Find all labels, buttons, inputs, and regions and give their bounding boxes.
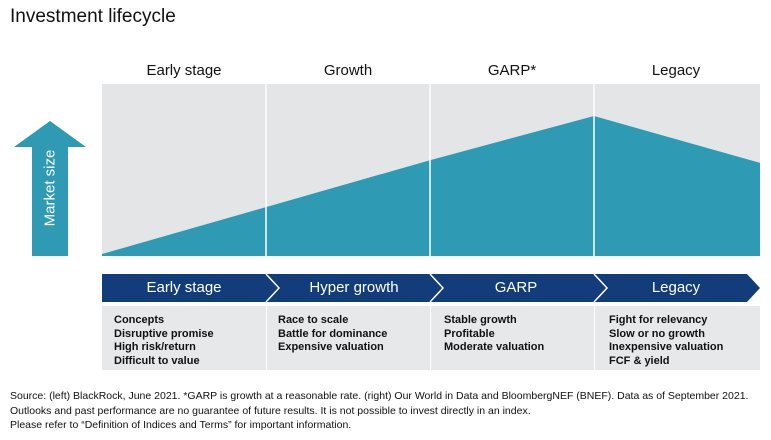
chevron-garp: [430, 274, 607, 302]
chevron-label-early: Early stage: [146, 279, 222, 296]
list-item: Stable growth: [444, 314, 517, 326]
stage-description-garp: Stable growth Profitable Moderate valuat…: [444, 314, 608, 355]
stage-header-early: Early stage: [146, 62, 222, 79]
chevron-hyper-growth: [266, 274, 443, 302]
chevron-legacy: [594, 274, 760, 302]
list-item: Moderate valuation: [444, 341, 545, 353]
list-item: Race to scale: [278, 314, 349, 326]
description-panel: [102, 306, 760, 370]
page-title: Investment lifecycle: [10, 6, 176, 27]
chevron-early: [102, 274, 279, 302]
list-item: Inexpensive valuation: [609, 341, 724, 353]
stage-header-garp: GARP*: [487, 62, 537, 79]
list-item: Profitable: [444, 327, 495, 340]
list-item: Difficult to value: [114, 354, 200, 367]
stage-header-growth: Growth: [323, 62, 373, 79]
chevron-label-garp: GARP: [494, 279, 538, 296]
lifecycle-chart: [102, 84, 760, 256]
chevron-label-hyper-growth: Hyper growth: [309, 279, 399, 296]
chevron-label-legacy: Legacy: [651, 279, 701, 296]
list-item: FCF & yield: [609, 354, 670, 367]
list-item: High risk/return: [114, 341, 196, 353]
axis-label-market-size: Market size: [41, 149, 59, 227]
footnote: Source: (left) BlackRock, June 2021. *GA…: [10, 389, 748, 433]
footnote-line: Please refer to “Definition of Indices a…: [10, 419, 352, 431]
list-item: Concepts: [114, 314, 165, 326]
list-item: Fight for relevancy: [609, 314, 708, 326]
list-item: Expensive valuation: [278, 341, 384, 353]
stage-description-growth: Race to scale Battle for dominance Expen…: [278, 314, 442, 355]
list-item: Battle for dominance: [278, 327, 388, 340]
footnote-line: Source: (left) BlackRock, June 2021. *GA…: [10, 390, 749, 402]
chevron-bar: [102, 274, 760, 302]
stage-header-legacy: Legacy: [651, 62, 701, 79]
up-arrow-icon: [14, 121, 86, 256]
footnote-line: Outlooks and past performance are no gua…: [10, 404, 531, 417]
list-item: Slow or no growth: [609, 327, 705, 340]
stage-description-early: Concepts Disruptive promise High risk/re…: [114, 314, 278, 368]
list-item: Disruptive promise: [114, 327, 214, 340]
stage-description-legacy: Fight for relevancy Slow or no growth In…: [609, 314, 771, 368]
